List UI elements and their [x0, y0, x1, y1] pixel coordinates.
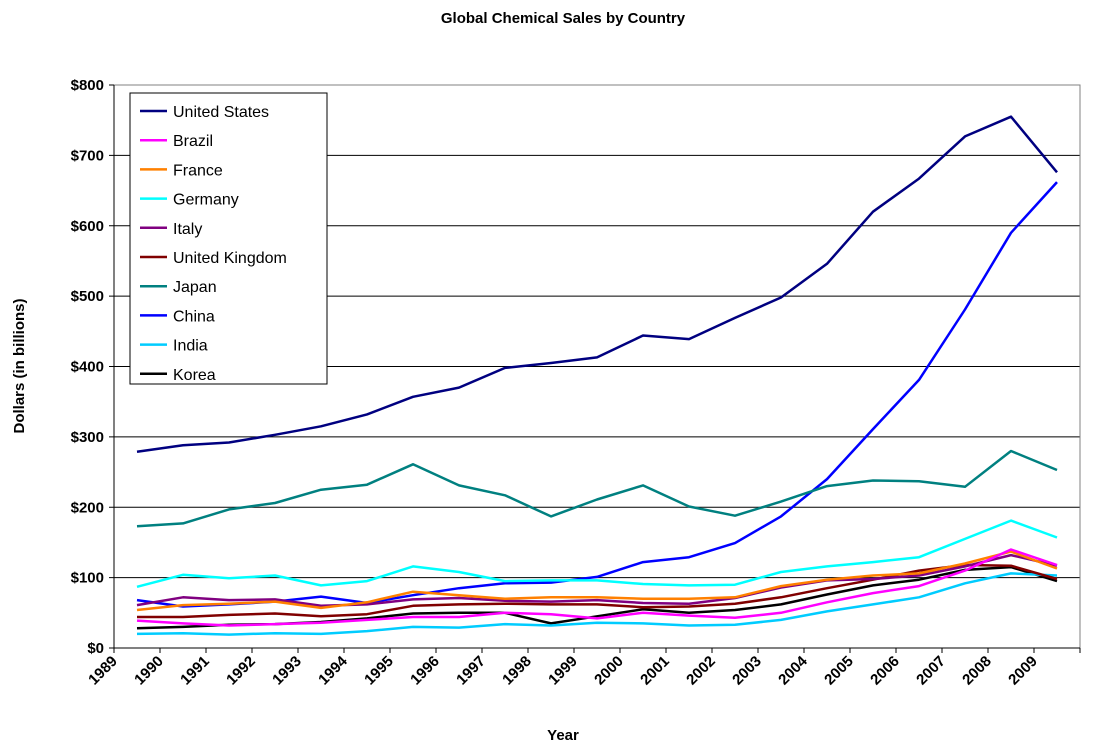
x-axis-ticks: 1989 1990 1991 1992 1993 1994 1995 1996 1997 1998… — [85, 648, 1081, 689]
x-tick-label: 1994 — [315, 652, 351, 688]
y-axis-ticks: $0 $100 $200 $300 $400 $500 $600 $700 $800 — [71, 77, 114, 657]
legend-label: Italy — [173, 221, 202, 238]
x-tick-label: 1995 — [361, 653, 397, 689]
legend-label: China — [173, 308, 215, 325]
legend-label: India — [173, 338, 208, 355]
x-tick-label: 2000 — [591, 653, 627, 689]
series-line-united-states — [136, 115, 1058, 453]
legend-label: Korea — [173, 367, 216, 384]
x-axis-title: Year — [547, 727, 579, 744]
legend-label: Japan — [173, 279, 217, 296]
legend-box — [129, 92, 328, 385]
y-tick-label: $0 — [87, 640, 104, 657]
legend: United States Brazil France Germany Italy Uni… — [129, 92, 328, 385]
series-layer — [136, 115, 1058, 636]
x-tick-label: 2006 — [867, 653, 903, 689]
legend-label: United Kingdom — [173, 250, 287, 267]
x-tick-label: 1999 — [545, 653, 581, 689]
y-tick-label: $200 — [71, 499, 104, 516]
x-tick-label: 1993 — [269, 653, 305, 689]
x-tick-label: 2005 — [821, 653, 857, 689]
x-tick-label: 1989 — [85, 653, 121, 689]
x-tick-label: 1996 — [407, 653, 443, 689]
y-axis-title: Dollars (in billions) — [11, 298, 28, 433]
y-tick-label: $800 — [71, 77, 104, 94]
series-line-brazil — [136, 548, 1058, 627]
series-line-germany — [136, 519, 1058, 589]
y-tick-label: $600 — [71, 218, 104, 235]
x-tick-label: 1997 — [453, 653, 489, 689]
y-tick-label: $300 — [71, 429, 104, 446]
y-tick-label: $700 — [71, 147, 104, 164]
chart-title: Global Chemical Sales by Country — [441, 10, 686, 27]
x-tick-label: 1992 — [223, 653, 259, 689]
x-tick-label: 2004 — [775, 652, 811, 688]
x-tick-label: 2009 — [1005, 653, 1041, 689]
x-tick-label: 2001 — [637, 653, 673, 689]
x-tick-label: 2003 — [729, 653, 765, 689]
series-line-italy — [136, 553, 1058, 608]
series-line-china — [136, 181, 1058, 608]
x-tick-label: 1998 — [499, 653, 535, 689]
legend-label: United States — [173, 104, 269, 121]
x-tick-label: 1991 — [177, 653, 213, 689]
series-line-india — [136, 572, 1058, 636]
x-tick-label: 2002 — [683, 653, 719, 689]
series-line-japan — [136, 449, 1058, 528]
x-tick-label: 2008 — [959, 653, 995, 689]
legend-label: Germany — [173, 192, 239, 209]
legend-label: France — [173, 162, 223, 179]
series-line-france — [136, 550, 1058, 612]
y-tick-label: $400 — [71, 359, 104, 376]
legend-label: Brazil — [173, 133, 213, 150]
y-tick-label: $100 — [71, 570, 104, 587]
x-tick-label: 2007 — [913, 653, 949, 689]
y-tick-label: $500 — [71, 288, 104, 305]
x-tick-label: 1990 — [131, 653, 167, 689]
